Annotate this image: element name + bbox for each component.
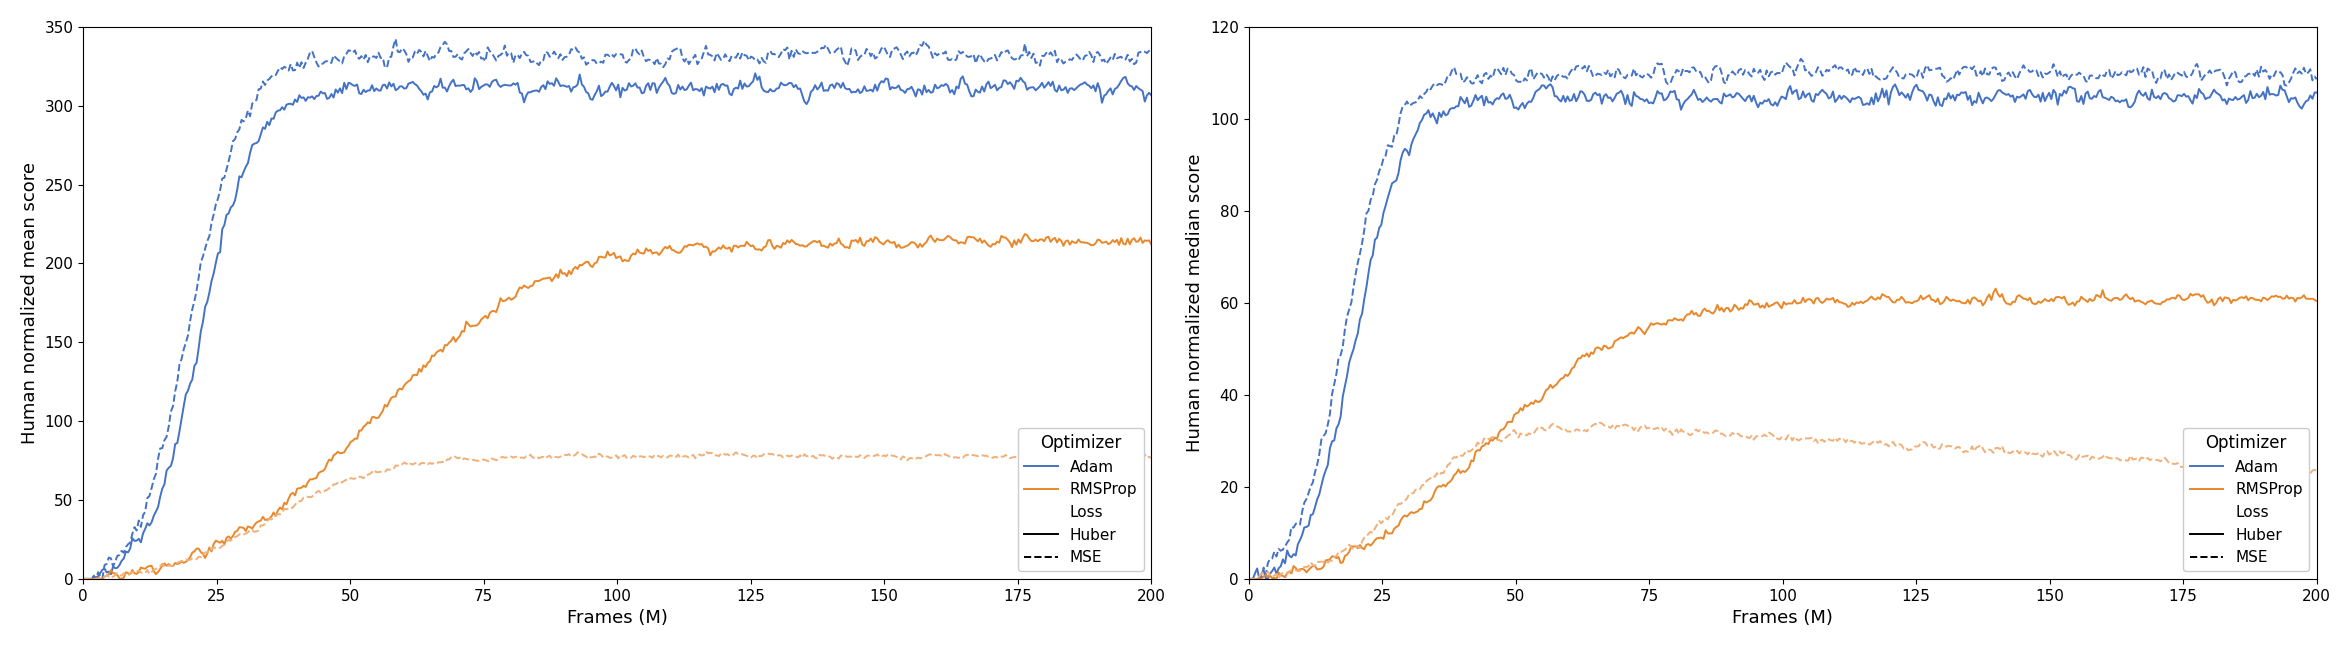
Y-axis label: Human normalized median score: Human normalized median score <box>1185 154 1204 452</box>
Y-axis label: Human normalized mean score: Human normalized mean score <box>21 162 40 444</box>
Legend: Adam, RMSProp, Loss, Huber, MSE: Adam, RMSProp, Loss, Huber, MSE <box>1018 428 1143 572</box>
X-axis label: Frames (M): Frames (M) <box>1731 609 1832 627</box>
Legend: Adam, RMSProp, Loss, Huber, MSE: Adam, RMSProp, Loss, Huber, MSE <box>2183 428 2310 572</box>
X-axis label: Frames (M): Frames (M) <box>567 609 668 627</box>
